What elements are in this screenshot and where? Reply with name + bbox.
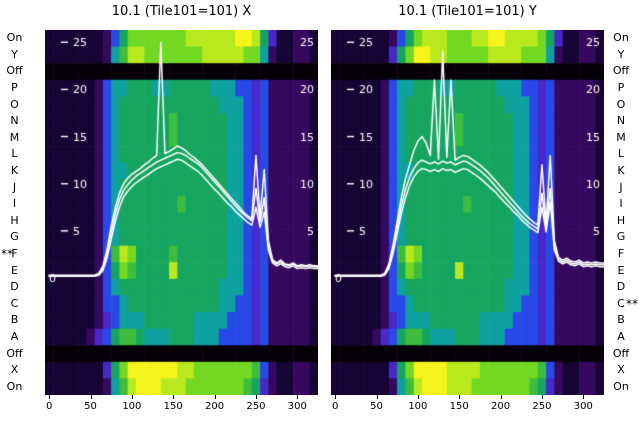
row-label-left-3: P [11, 81, 18, 95]
x-tick-label: 250 [532, 401, 552, 412]
row-label-right-13: F [617, 246, 625, 260]
row-label-left-8: K [10, 164, 19, 178]
right-highlight-marker: ** [626, 296, 638, 311]
x-tick-mark [297, 395, 299, 399]
x-tick-mark [214, 395, 216, 399]
x-tick-label: 0 [331, 401, 339, 412]
row-label-right-21: On [613, 379, 629, 393]
row-label-left-20: X [10, 363, 19, 377]
x-tick-label: 50 [84, 401, 97, 412]
left-highlight-marker: ** [1, 246, 13, 261]
x-tick-label: 50 [370, 401, 383, 412]
row-label-left-5: N [10, 114, 19, 128]
row-label-right-16: C [617, 296, 625, 310]
x-tick-label: 300 [287, 401, 307, 412]
row-label-right-5: N [616, 114, 626, 128]
row-label-right-20: X [617, 363, 625, 377]
row-label-left-9: J [12, 180, 17, 194]
row-label-left-17: B [10, 313, 19, 327]
x-tick-mark [90, 395, 92, 399]
x-tick-label: 250 [246, 401, 266, 412]
x-tick-label: 100 [408, 401, 428, 412]
x-tick-mark [49, 395, 51, 399]
row-label-left-13: F [11, 246, 18, 260]
x-tick-mark [335, 395, 337, 399]
row-label-left-15: D [10, 280, 19, 294]
row-label-right-18: A [617, 329, 625, 343]
x-tick-label: 100 [122, 401, 142, 412]
row-label-right-0: On [613, 31, 629, 45]
row-label-left-21: On [6, 379, 23, 393]
heatmap-panel-x [45, 30, 318, 395]
row-label-right-14: E [617, 263, 625, 277]
panel-title-y: 10.1 (Tile101=101) Y [398, 4, 537, 19]
x-tick-mark [459, 395, 461, 399]
x-tick-mark [500, 395, 502, 399]
x-tick-label: 150 [449, 401, 469, 412]
row-label-right-1: Y [617, 47, 625, 61]
x-tick-mark [173, 395, 175, 399]
row-label-right-11: H [616, 213, 626, 227]
x-tick-label: 150 [163, 401, 183, 412]
row-label-left-11: H [10, 213, 19, 227]
row-label-right-2: Off [612, 64, 630, 78]
row-label-left-12: G [10, 230, 19, 244]
panel-title-x: 10.1 (Tile101=101) X [111, 4, 252, 19]
row-label-left-1: Y [11, 47, 18, 61]
row-label-right-17: B [617, 313, 625, 327]
x-tick-label: 200 [205, 401, 225, 412]
heatmap-panel-y [331, 30, 604, 395]
row-label-right-6: M [616, 130, 626, 144]
row-label-left-4: O [10, 97, 19, 111]
x-tick-label: 300 [573, 401, 593, 412]
x-tick-mark [583, 395, 585, 399]
row-label-right-12: G [616, 230, 626, 244]
x-tick-label: 0 [45, 401, 53, 412]
row-label-right-15: D [616, 280, 626, 294]
row-label-right-19: Off [612, 346, 630, 360]
row-label-left-7: L [11, 147, 18, 161]
row-label-right-8: K [617, 164, 625, 178]
row-label-left-19: Off [6, 346, 23, 360]
row-label-right-4: O [616, 97, 626, 111]
x-tick-label: 200 [491, 401, 511, 412]
row-label-left-2: Off [6, 64, 23, 78]
x-tick-mark [417, 395, 419, 399]
row-label-right-3: P [617, 81, 625, 95]
row-label-right-10: I [619, 197, 623, 211]
row-label-left-16: C [10, 296, 19, 310]
row-label-right-9: J [619, 180, 623, 194]
row-label-left-14: E [11, 263, 18, 277]
row-label-left-6: M [9, 130, 20, 144]
row-label-right-7: L [617, 147, 625, 161]
x-tick-mark [255, 395, 257, 399]
row-label-left-10: I [12, 197, 17, 211]
row-label-left-18: A [10, 329, 19, 343]
x-tick-mark [376, 395, 378, 399]
x-tick-mark [541, 395, 543, 399]
row-label-left-0: On [6, 31, 23, 45]
x-tick-mark [131, 395, 133, 399]
